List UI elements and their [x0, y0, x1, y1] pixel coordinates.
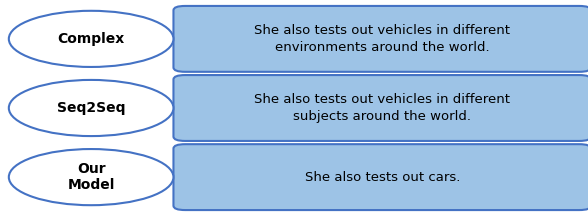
Text: Complex: Complex	[58, 32, 125, 46]
FancyBboxPatch shape	[173, 144, 588, 210]
Text: She also tests out vehicles in different
environments around the world.: She also tests out vehicles in different…	[254, 24, 510, 54]
FancyBboxPatch shape	[173, 6, 588, 72]
Ellipse shape	[9, 11, 173, 67]
Ellipse shape	[9, 80, 173, 136]
Text: She also tests out vehicles in different
subjects around the world.: She also tests out vehicles in different…	[254, 93, 510, 123]
Text: Our
Model: Our Model	[68, 162, 115, 192]
Text: Seq2Seq: Seq2Seq	[57, 101, 125, 115]
FancyBboxPatch shape	[173, 75, 588, 141]
Ellipse shape	[9, 149, 173, 205]
Text: She also tests out cars.: She also tests out cars.	[305, 171, 460, 184]
